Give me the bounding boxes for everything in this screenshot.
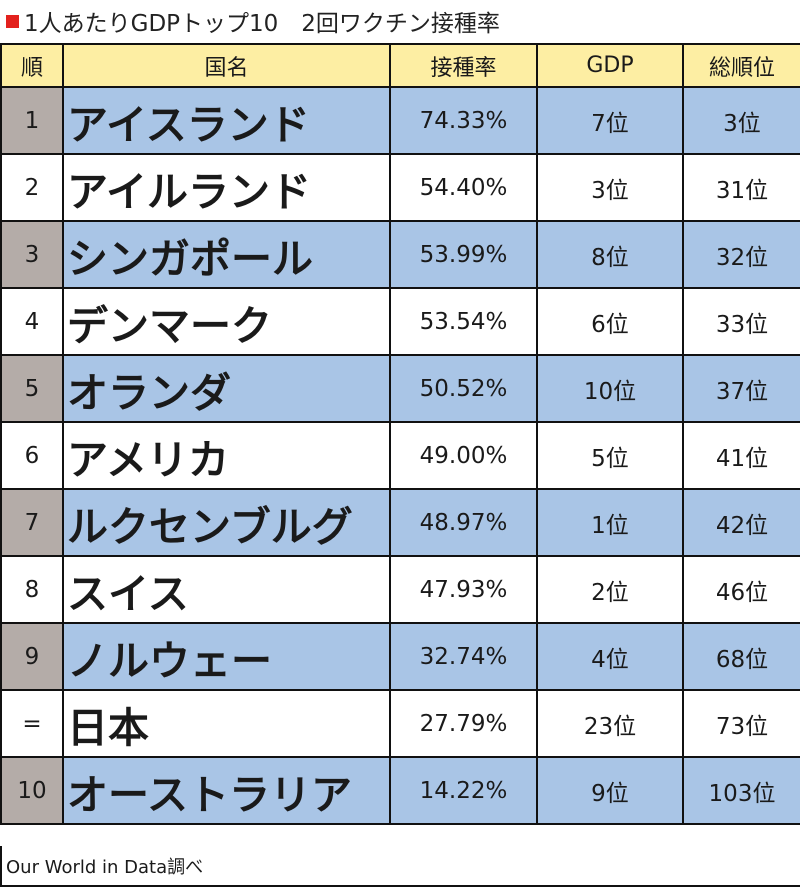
- ranking-table: 順 国名 接種率 GDP 総順位 1 アイスランド 74.33% 7位 3位 2 アイルラン…: [0, 43, 800, 825]
- table-row: 6 アメリカ 49.00% 5位 41位: [0, 421, 800, 490]
- rate-cell: 53.54%: [389, 287, 538, 356]
- total-cell: 31位: [682, 153, 800, 222]
- total-cell: 32位: [682, 220, 800, 289]
- source-note: Our World in Data調べ: [0, 846, 800, 887]
- country-cell: アイスランド: [62, 86, 391, 155]
- country-cell: ルクセンブルグ: [62, 488, 391, 557]
- table-row: 9 ノルウェー 32.74% 4位 68位: [0, 622, 800, 691]
- gdp-cell: 10位: [536, 354, 684, 423]
- rate-cell: 54.40%: [389, 153, 538, 222]
- rate-cell: 47.93%: [389, 555, 538, 624]
- rank-cell: 9: [0, 622, 64, 691]
- rank-cell: 5: [0, 354, 64, 423]
- table-row: 8 スイス 47.93% 2位 46位: [0, 555, 800, 624]
- rank-cell: 1: [0, 86, 64, 155]
- rank-cell: 3: [0, 220, 64, 289]
- gdp-cell: 9位: [536, 756, 684, 825]
- rank-cell: =: [0, 689, 64, 758]
- gdp-cell: 2位: [536, 555, 684, 624]
- total-cell: 103位: [682, 756, 800, 825]
- table-row: 2 アイルランド 54.40% 3位 31位: [0, 153, 800, 222]
- country-cell: オーストラリア: [62, 756, 391, 825]
- table-row: 10 オーストラリア 14.22% 9位 103位: [0, 756, 800, 825]
- red-square-icon: [6, 14, 19, 28]
- rate-cell: 32.74%: [389, 622, 538, 691]
- total-cell: 33位: [682, 287, 800, 356]
- rank-cell: 7: [0, 488, 64, 557]
- rate-cell: 49.00%: [389, 421, 538, 490]
- gdp-cell: 4位: [536, 622, 684, 691]
- total-cell: 73位: [682, 689, 800, 758]
- table-row: 1 アイスランド 74.33% 7位 3位: [0, 86, 800, 155]
- gdp-cell: 23位: [536, 689, 684, 758]
- rate-cell: 74.33%: [389, 86, 538, 155]
- gdp-cell: 3位: [536, 153, 684, 222]
- total-cell: 68位: [682, 622, 800, 691]
- total-cell: 41位: [682, 421, 800, 490]
- country-cell: シンガポール: [62, 220, 391, 289]
- header-rate: 接種率: [389, 43, 538, 88]
- header-rank: 順: [0, 43, 64, 88]
- rate-cell: 50.52%: [389, 354, 538, 423]
- table-row: 4 デンマーク 53.54% 6位 33位: [0, 287, 800, 356]
- country-cell: アイルランド: [62, 153, 391, 222]
- rate-cell: 14.22%: [389, 756, 538, 825]
- gdp-cell: 6位: [536, 287, 684, 356]
- header-country: 国名: [62, 43, 391, 88]
- gdp-cell: 8位: [536, 220, 684, 289]
- total-cell: 46位: [682, 555, 800, 624]
- country-cell: アメリカ: [62, 421, 391, 490]
- rate-cell: 53.99%: [389, 220, 538, 289]
- country-cell: ノルウェー: [62, 622, 391, 691]
- table-title: 1人あたりGDPトップ10 2回ワクチン接種率: [0, 0, 800, 42]
- country-cell: デンマーク: [62, 287, 391, 356]
- rank-cell: 2: [0, 153, 64, 222]
- country-cell: オランダ: [62, 354, 391, 423]
- table-row: = 日本 27.79% 23位 73位: [0, 689, 800, 758]
- rank-cell: 6: [0, 421, 64, 490]
- total-cell: 37位: [682, 354, 800, 423]
- rank-cell: 8: [0, 555, 64, 624]
- gdp-cell: 7位: [536, 86, 684, 155]
- rate-cell: 48.97%: [389, 488, 538, 557]
- table-row: 3 シンガポール 53.99% 8位 32位: [0, 220, 800, 289]
- table-row: 7 ルクセンブルグ 48.97% 1位 42位: [0, 488, 800, 557]
- country-cell: 日本: [62, 689, 391, 758]
- gdp-cell: 1位: [536, 488, 684, 557]
- table-row: 5 オランダ 50.52% 10位 37位: [0, 354, 800, 423]
- title-text: 1人あたりGDPトップ10 2回ワクチン接種率: [24, 11, 500, 37]
- total-cell: 3位: [682, 86, 800, 155]
- rank-cell: 10: [0, 756, 64, 825]
- rate-cell: 27.79%: [389, 689, 538, 758]
- total-cell: 42位: [682, 488, 800, 557]
- header-gdp: GDP: [536, 43, 684, 88]
- rank-cell: 4: [0, 287, 64, 356]
- gdp-cell: 5位: [536, 421, 684, 490]
- header-total: 総順位: [682, 43, 800, 88]
- country-cell: スイス: [62, 555, 391, 624]
- header-row: 順 国名 接種率 GDP 総順位: [0, 43, 800, 88]
